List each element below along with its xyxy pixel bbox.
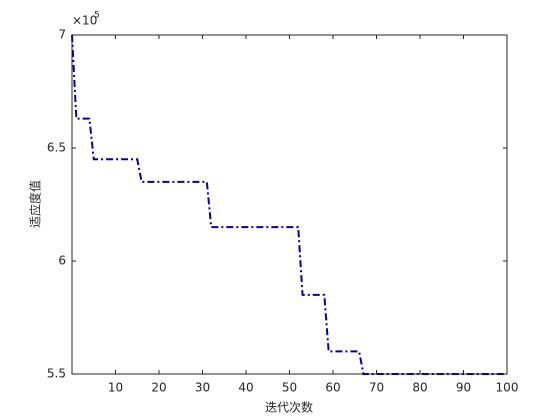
x-tick-label: 70 bbox=[369, 381, 384, 395]
x-tick-label: 10 bbox=[108, 381, 123, 395]
x-tick-label: 20 bbox=[151, 381, 166, 395]
y-tick-label: 5.5 bbox=[47, 367, 66, 381]
data-line bbox=[71, 34, 507, 375]
x-tick-label: 100 bbox=[496, 381, 519, 395]
y-multiplier: ×10 bbox=[72, 14, 97, 28]
y-tick-label: 6.5 bbox=[47, 141, 66, 155]
x-tick-label: 80 bbox=[412, 381, 427, 395]
y-tick-label: 7 bbox=[58, 28, 66, 42]
y-tick-label: 6 bbox=[58, 254, 66, 268]
x-tick-label: 50 bbox=[282, 381, 297, 395]
y-axis-label: 适应度值 bbox=[28, 180, 43, 228]
x-tick-label: 30 bbox=[195, 381, 210, 395]
x-axis-label: 迭代次数 bbox=[265, 400, 313, 415]
y-multiplier-exponent: 5 bbox=[94, 11, 100, 21]
x-tick-label: 60 bbox=[325, 381, 340, 395]
x-tick-label: 40 bbox=[238, 381, 253, 395]
x-tick-label: 90 bbox=[456, 381, 471, 395]
